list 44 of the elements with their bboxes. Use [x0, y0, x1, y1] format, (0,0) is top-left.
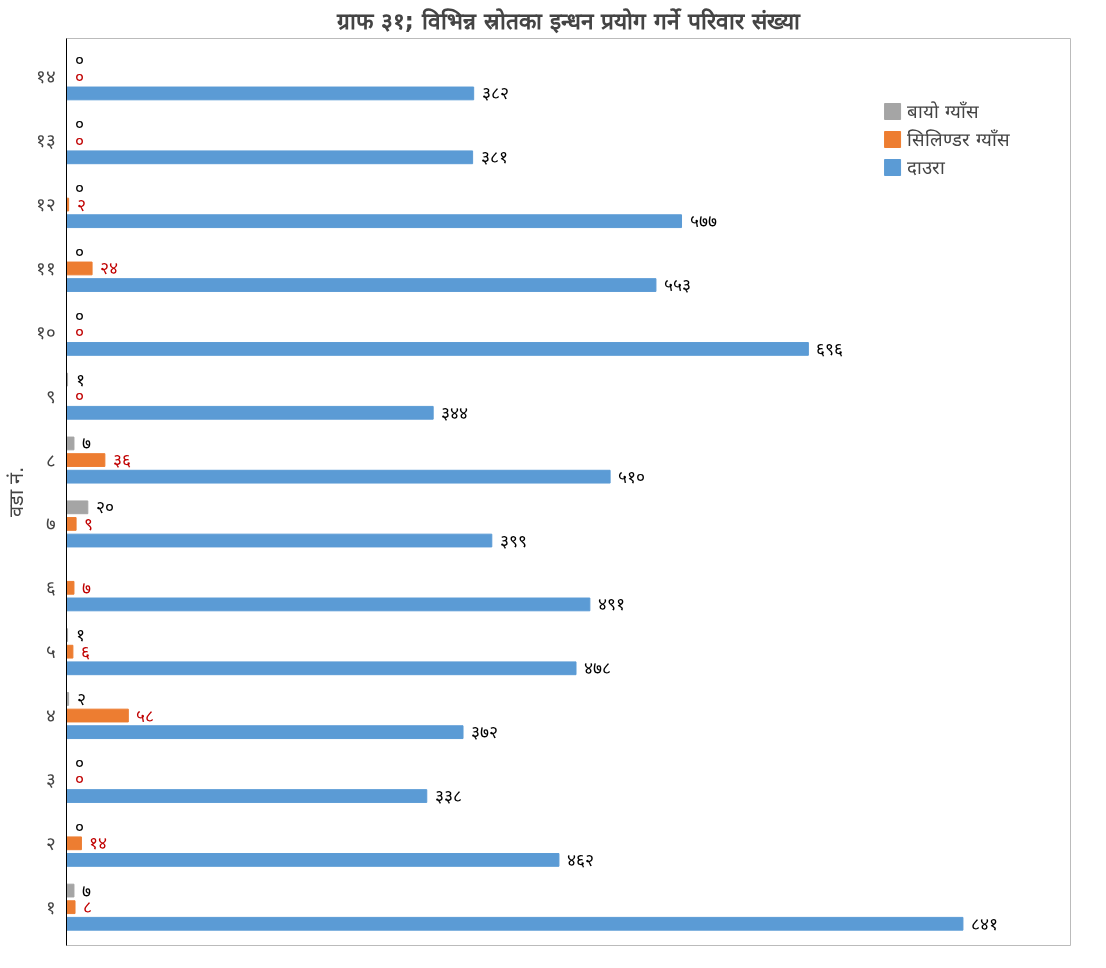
y-tick-label: १३ — [35, 130, 56, 152]
y-tick-label: १४ — [35, 66, 56, 88]
data-label: ७ — [81, 433, 91, 454]
y-tick-label: ९ — [45, 385, 56, 407]
data-label: १४ — [89, 833, 108, 854]
y-axis-title: वडा नं. — [3, 466, 28, 518]
data-label: ० — [74, 816, 84, 837]
y-tick-label: ११ — [35, 257, 56, 279]
data-label: ४९१ — [597, 594, 625, 615]
data-label: ८४१ — [970, 913, 998, 934]
data-label: ३७२ — [471, 722, 499, 743]
y-tick-label: ८ — [45, 449, 56, 471]
data-label: २० — [95, 497, 114, 518]
data-label: २ — [76, 688, 86, 709]
data-label: ४६२ — [566, 849, 594, 870]
y-tick-label: १ — [45, 896, 56, 918]
y-tick-label: ६ — [45, 577, 56, 599]
y-tick-label: ४ — [45, 705, 56, 727]
data-label: ३८१ — [480, 147, 508, 168]
y-tick-label: १२ — [35, 194, 56, 216]
data-label: ५५३ — [663, 275, 691, 296]
y-tick-label: ५ — [45, 641, 56, 663]
data-label: ३८२ — [481, 83, 509, 104]
data-label: २४ — [100, 258, 119, 279]
data-label: ९ — [84, 513, 94, 534]
chart-title: ग्राफ ३१; विभिन्न स्रोतका इन्धन प्रयोग गर्ने परिवार संख्या — [335, 7, 802, 34]
y-tick-label: १० — [35, 321, 56, 343]
data-label: ५८ — [136, 705, 155, 726]
data-label: ४७८ — [584, 658, 611, 679]
data-label: ५१० — [618, 466, 646, 487]
data-label: ३३८ — [434, 786, 462, 807]
data-label: ० — [74, 241, 84, 262]
y-tick-label: ३ — [45, 768, 56, 790]
y-tick-label: ७ — [45, 513, 56, 535]
data-label: ३४४ — [441, 402, 469, 423]
data-label: ५७७ — [689, 211, 717, 232]
data-label: ७ — [81, 577, 91, 598]
data-label: ३६ — [112, 450, 131, 471]
legend-label: दाउरा — [907, 156, 946, 179]
legend-label: सिलिण्डर ग्याँस — [907, 128, 1010, 151]
data-label: ३९९ — [499, 530, 527, 551]
data-label: ६९६ — [816, 338, 844, 359]
y-tick-label: २ — [45, 832, 56, 854]
legend-label: बायो ग्याँस — [907, 100, 979, 123]
